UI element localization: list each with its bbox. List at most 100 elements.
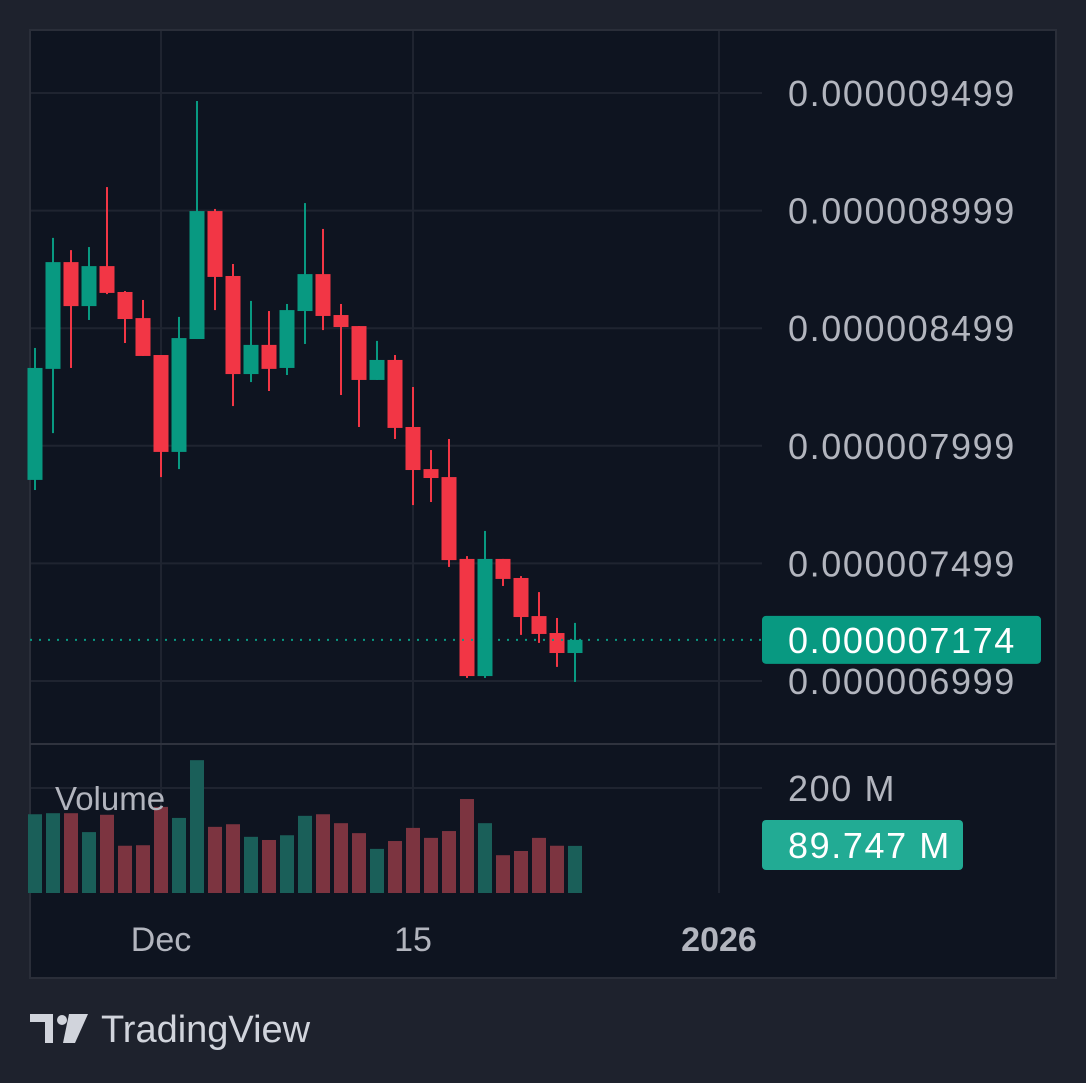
candle-body xyxy=(225,275,241,375)
candle[interactable] xyxy=(279,303,295,376)
volume-bar xyxy=(388,841,402,893)
volume-bar xyxy=(442,831,456,893)
volume-bar xyxy=(532,837,546,893)
candle[interactable] xyxy=(45,237,61,434)
volume-bar xyxy=(352,833,366,893)
candle[interactable] xyxy=(171,316,187,470)
candle[interactable] xyxy=(261,311,277,391)
candle-body xyxy=(279,310,295,368)
volume-bar xyxy=(46,813,60,893)
volume-axis-tick: 200 M xyxy=(788,768,896,809)
candle-body xyxy=(513,577,529,618)
volume-bar xyxy=(280,835,294,893)
candle[interactable] xyxy=(423,450,439,503)
volume-last-label-box xyxy=(762,820,963,870)
volume-bar xyxy=(244,836,258,893)
price-axis[interactable]: 0.000009499 0.000008999 0.000008499 0.00000… xyxy=(788,73,1016,702)
candle[interactable] xyxy=(315,228,331,331)
volume-bar xyxy=(28,814,42,893)
candle[interactable] xyxy=(567,622,583,682)
time-tick-label: 15 xyxy=(394,921,432,959)
candle[interactable] xyxy=(549,617,565,667)
last-price-label-box xyxy=(762,615,1041,664)
volume-bar xyxy=(406,827,420,893)
candle[interactable] xyxy=(441,438,457,567)
candle-body xyxy=(153,355,169,452)
price-tick-label: 0.000007999 xyxy=(788,426,1016,467)
candle-body xyxy=(549,633,565,654)
candle-body xyxy=(297,274,313,312)
volume-series xyxy=(28,760,582,893)
last-price-label: 0.000007174 xyxy=(788,620,1016,661)
price-tick-label: 0.000006999 xyxy=(788,661,1016,702)
candle-wick xyxy=(250,300,252,383)
candle-body xyxy=(63,262,79,307)
candle[interactable] xyxy=(531,592,547,643)
candle-body xyxy=(567,639,583,654)
candle[interactable] xyxy=(81,247,97,320)
candle-wick xyxy=(106,187,108,295)
candle[interactable] xyxy=(351,326,367,427)
candle[interactable] xyxy=(369,340,385,380)
candle[interactable] xyxy=(513,576,529,635)
volume-bar xyxy=(154,806,168,893)
tradingview-wordmark: TradingView xyxy=(101,1009,311,1051)
volume-bar xyxy=(262,839,276,893)
candle[interactable] xyxy=(27,347,43,491)
candle-series xyxy=(27,100,583,682)
candle[interactable] xyxy=(117,291,133,344)
candle[interactable] xyxy=(225,263,241,407)
candle[interactable] xyxy=(243,300,259,383)
candle[interactable] xyxy=(459,556,475,678)
candle[interactable] xyxy=(477,530,493,678)
candle-body xyxy=(135,318,151,356)
candle[interactable] xyxy=(207,208,223,311)
candle-wick xyxy=(304,203,306,344)
volume-bar xyxy=(298,815,312,893)
candle[interactable] xyxy=(333,303,349,395)
tradingview-logo[interactable]: TradingView xyxy=(30,1009,311,1051)
candle-body xyxy=(423,469,439,479)
candle[interactable] xyxy=(405,387,421,506)
volume-last-label: 89.747 M xyxy=(788,825,951,866)
candle[interactable] xyxy=(297,203,313,344)
candle-body xyxy=(495,558,511,579)
price-tick-label: 0.000009499 xyxy=(788,73,1016,114)
candle-body xyxy=(117,291,133,320)
volume-bar xyxy=(100,814,114,893)
candle-body xyxy=(441,477,457,561)
candle[interactable] xyxy=(153,355,169,478)
candle-body xyxy=(333,315,349,328)
candle-body xyxy=(207,211,223,277)
volume-bar xyxy=(550,845,564,893)
candle-body xyxy=(387,359,403,428)
candle-body xyxy=(315,274,331,316)
volume-bar xyxy=(316,814,330,893)
volume-bar xyxy=(370,848,384,893)
candle-body xyxy=(351,326,367,380)
price-tick-label: 0.000008499 xyxy=(788,308,1016,349)
volume-bar xyxy=(496,855,510,893)
volume-bar xyxy=(424,837,438,893)
candle[interactable] xyxy=(63,250,79,368)
volume-bar xyxy=(118,845,132,893)
candle[interactable] xyxy=(189,100,205,340)
candle-body xyxy=(261,344,277,369)
volume-bar xyxy=(64,813,78,893)
candle[interactable] xyxy=(99,187,115,295)
candle-body xyxy=(99,266,115,293)
volume-legend: Volume xyxy=(55,780,165,817)
volume-bar xyxy=(568,845,582,893)
time-tick-label: Dec xyxy=(131,921,191,959)
candle[interactable] xyxy=(135,299,151,356)
candle-wick xyxy=(340,303,342,395)
candle[interactable] xyxy=(387,355,403,439)
volume-bar xyxy=(190,760,204,893)
candle-body xyxy=(405,426,421,471)
candle[interactable] xyxy=(495,558,511,586)
volume-bar xyxy=(136,845,150,893)
price-tick-label: 0.000007499 xyxy=(788,543,1016,584)
candle-wick xyxy=(70,250,72,368)
time-axis[interactable]: Dec 15 2026 xyxy=(131,921,757,959)
